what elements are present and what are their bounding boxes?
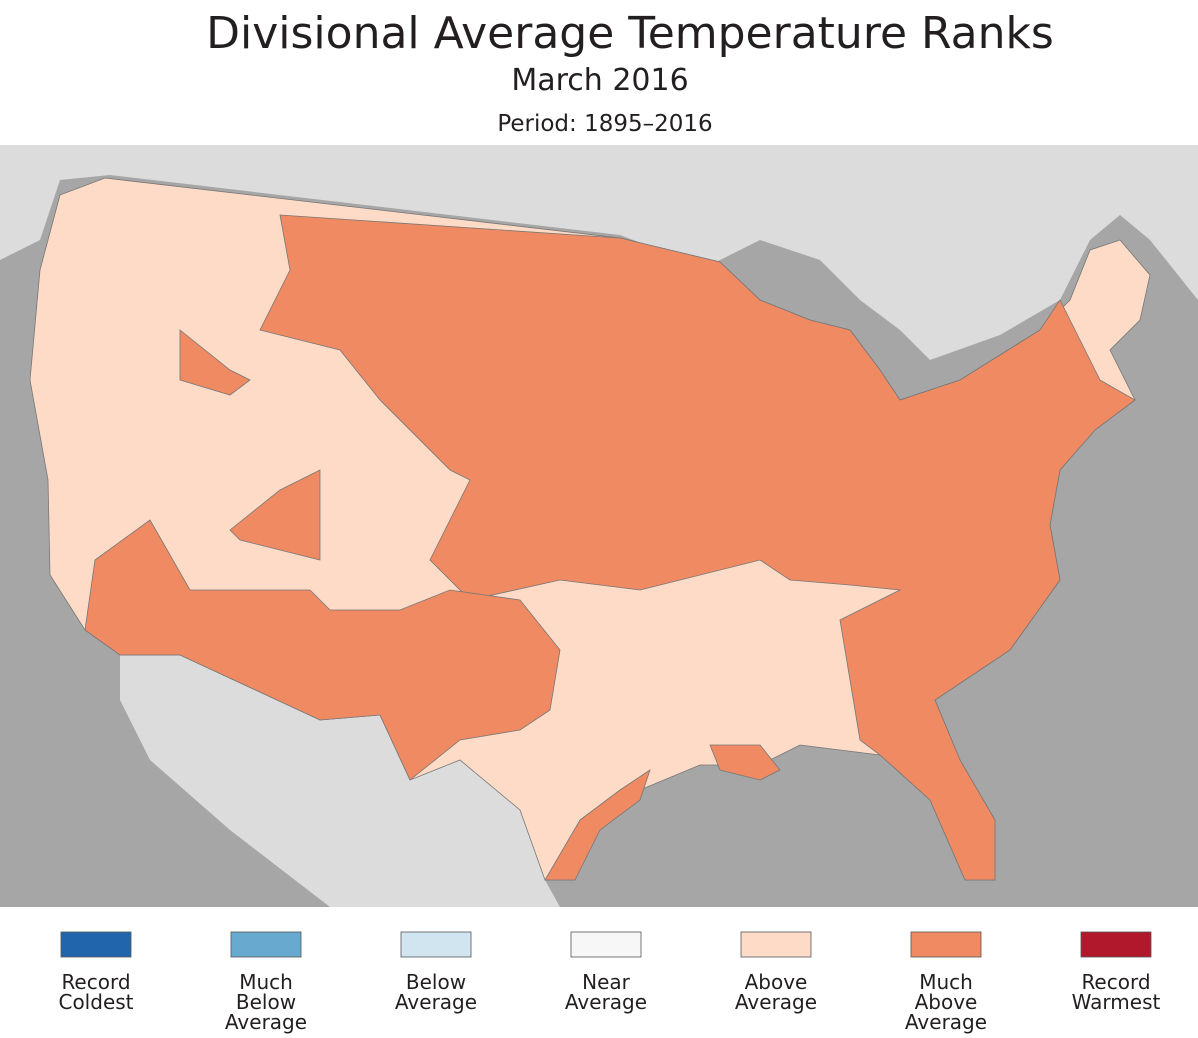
legend-label: Below: [236, 990, 296, 1014]
legend-label: Much: [919, 970, 973, 994]
southwest-region: [84, 519, 561, 781]
map: [0, 145, 1198, 907]
legend-swatch: [400, 931, 472, 958]
legend-label: Average: [395, 990, 477, 1014]
legend: RecordColdestMuchBelowAverageBelowAverag…: [58, 931, 1161, 1034]
legend-swatch: [910, 931, 982, 958]
texas-coast: [544, 769, 651, 881]
legend-band: [0, 907, 1198, 1038]
legend-label: Average: [905, 1010, 987, 1034]
legend-swatch: [60, 931, 132, 958]
legend-label: Coldest: [58, 990, 133, 1014]
idaho-region: [179, 329, 251, 396]
legend-label: Warmest: [1072, 990, 1161, 1014]
legend-label: Record: [61, 970, 130, 994]
canada: [0, 145, 1198, 360]
legend-label: Above: [915, 990, 978, 1014]
legend-label: Average: [225, 1010, 307, 1034]
legend-label: Below: [406, 970, 466, 994]
louisiana: [709, 744, 781, 781]
title: Divisional Average Temperature Ranks: [206, 8, 1054, 59]
legend-label: Record: [1081, 970, 1150, 994]
legend-label: Average: [735, 990, 817, 1014]
legend-label: Above: [745, 970, 808, 994]
mexico: [120, 655, 560, 907]
legend-swatch: [740, 931, 812, 958]
legend-swatch: [570, 931, 642, 958]
legend-swatch: [1080, 931, 1152, 958]
legend-label: Much: [239, 970, 293, 994]
much-above-region: [259, 214, 1136, 881]
subtitle: March 2016: [511, 63, 688, 98]
period: Period: 1895–2016: [497, 111, 712, 137]
legend-label: Average: [565, 990, 647, 1014]
legend-swatch: [230, 931, 302, 958]
utah-region: [229, 469, 321, 561]
legend-label: Near: [582, 970, 631, 994]
